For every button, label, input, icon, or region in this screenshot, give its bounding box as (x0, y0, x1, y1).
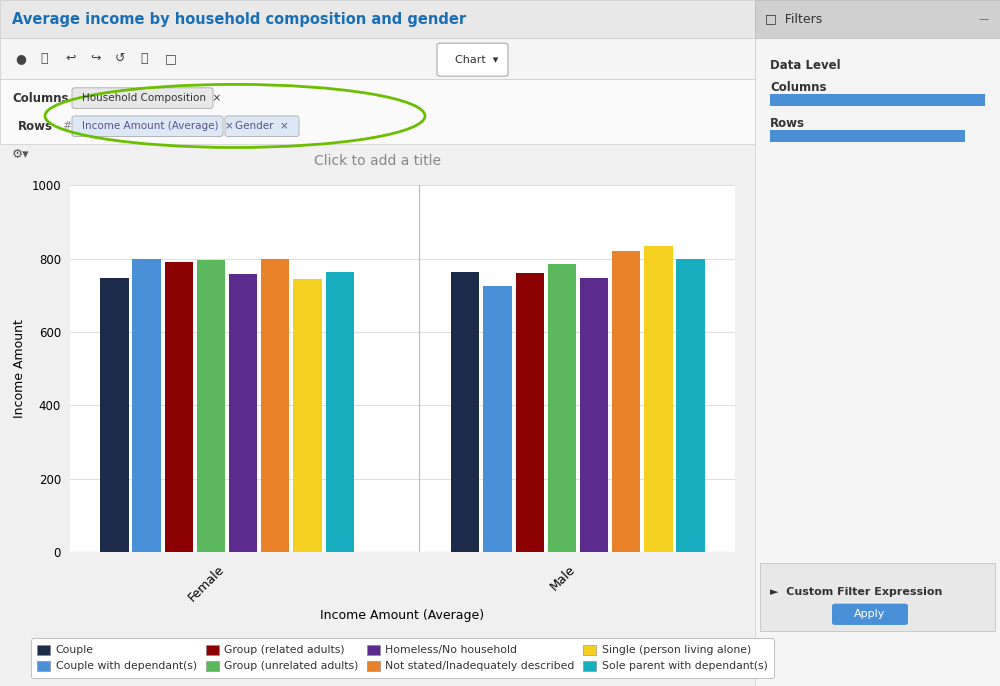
Text: ●: ● (15, 52, 26, 64)
Text: Household Composition  ×: Household Composition × (82, 93, 221, 103)
Text: Gender  ×: Gender × (235, 121, 289, 131)
Text: Click to add a title: Click to add a title (314, 154, 441, 168)
Text: Columns: Columns (12, 92, 68, 104)
Bar (451, 272, 479, 552)
Bar (197, 261, 225, 552)
Text: ↩: ↩ (65, 52, 76, 64)
Text: Data Level: Data Level (770, 59, 841, 71)
Text: Rows: Rows (18, 120, 53, 132)
Text: Columns: Columns (770, 82, 826, 94)
Bar (100, 278, 129, 552)
Bar (548, 264, 576, 552)
X-axis label: Income Amount (Average): Income Amount (Average) (320, 609, 485, 622)
Text: ⭳: ⭳ (140, 52, 147, 64)
Text: Rows: Rows (770, 117, 805, 130)
Text: ⎙: ⎙ (40, 52, 48, 64)
Bar (612, 251, 640, 552)
Bar (165, 262, 193, 552)
Bar (132, 259, 161, 552)
Text: #: # (62, 121, 71, 131)
Text: Income Amount (Average)  ×: Income Amount (Average) × (82, 121, 234, 131)
Bar (676, 259, 705, 552)
Bar (483, 286, 512, 552)
Bar (261, 259, 289, 552)
Bar (580, 278, 608, 552)
Bar (516, 272, 544, 552)
Bar (326, 272, 354, 552)
Text: ⚙▾: ⚙▾ (12, 148, 30, 161)
Text: Chart  ▾: Chart ▾ (455, 55, 498, 64)
Text: ↺: ↺ (115, 52, 126, 64)
Y-axis label: Income Amount: Income Amount (13, 319, 26, 418)
Text: Average income by household composition and gender: Average income by household composition … (12, 12, 466, 27)
Text: Apply: Apply (854, 609, 886, 619)
Text: ↪: ↪ (90, 52, 100, 64)
Legend: Couple, Couple with dependant(s), Group (related adults), Group (unrelated adult: Couple, Couple with dependant(s), Group … (31, 639, 774, 678)
Text: ––: –– (979, 14, 990, 24)
Text: □  Filters: □ Filters (765, 13, 822, 25)
Bar (229, 274, 257, 552)
Bar (293, 279, 322, 552)
Text: □: □ (165, 52, 177, 64)
Text: ►  Custom Filter Expression: ► Custom Filter Expression (770, 587, 942, 597)
Bar (644, 246, 673, 552)
